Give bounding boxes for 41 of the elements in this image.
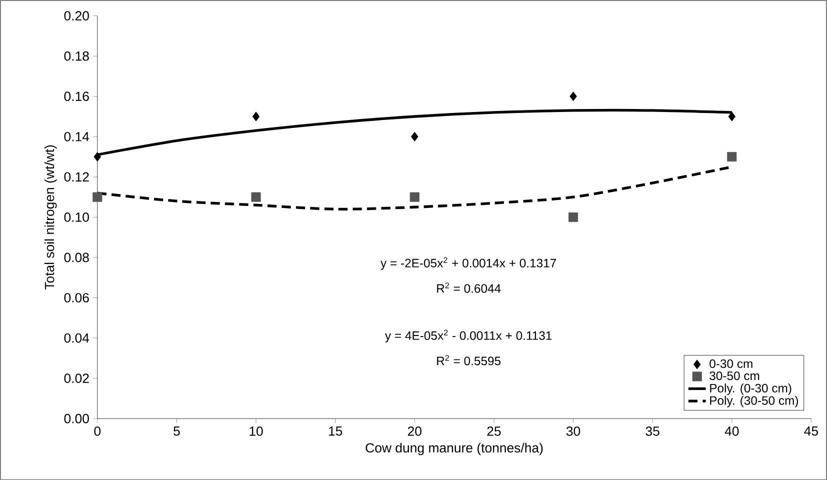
y-axis-title: Total soil nitrogen (wt/wt) (44, 145, 57, 290)
y-tick-label: 0.14 (64, 132, 90, 142)
x-tick-label: 45 (804, 426, 818, 436)
annotation: R$^{2}$ = 0.6044 (437, 282, 501, 293)
y-tick-label: 0.06 (64, 292, 89, 302)
x-tick-label: 10 (250, 426, 263, 436)
x-tick-label: 40 (724, 426, 739, 436)
y-tick-label: 0.08 (64, 252, 89, 262)
y-tick-label: 0.16 (64, 92, 89, 101)
legend-label: Poly. (30-50 cm) (710, 396, 798, 408)
x-axis-title: Cow dung manure (tonnes/ha) (366, 442, 543, 456)
x-tick-label: 35 (646, 426, 660, 436)
point (252, 112, 260, 122)
annotation: y = -2E-05x$^{2}$ + 0.0014x + 0.1317 (380, 257, 556, 270)
y-tick-label: 0.20 (64, 10, 89, 20)
point (251, 192, 261, 202)
legend-label: 30-50 cm (710, 371, 760, 380)
point (410, 192, 420, 202)
y-tick-label: 0.04 (64, 333, 90, 343)
point (728, 112, 736, 122)
x-tick-label: 30 (566, 426, 580, 436)
annotation: y = 4E-05x$^{2}$ - 0.0011x + 0.1131 (384, 330, 552, 342)
point (92, 192, 102, 202)
point (411, 132, 418, 142)
point (570, 91, 577, 101)
annotation: R$^{2}$ = 0.5595 (437, 354, 501, 366)
y-tick-label: 0.02 (64, 373, 89, 383)
x-tick-label: 15 (328, 426, 342, 436)
point (94, 152, 102, 162)
y-tick-label: 0.18 (64, 51, 89, 61)
x-tick-label: 5 (174, 426, 180, 436)
y-tick-label: 0.00 (64, 414, 89, 424)
legend-label: 0-30 cm (710, 359, 752, 368)
point (727, 152, 737, 162)
x-tick-label: 0 (94, 426, 101, 436)
y-tick-label: 0.10 (64, 212, 89, 222)
y-tick-label: 0.12 (64, 172, 89, 182)
legend-label: Poly. (0-30 cm) (710, 383, 792, 395)
x-tick-label: 25 (487, 426, 501, 436)
point (568, 212, 578, 222)
x-tick-label: 20 (408, 426, 422, 436)
